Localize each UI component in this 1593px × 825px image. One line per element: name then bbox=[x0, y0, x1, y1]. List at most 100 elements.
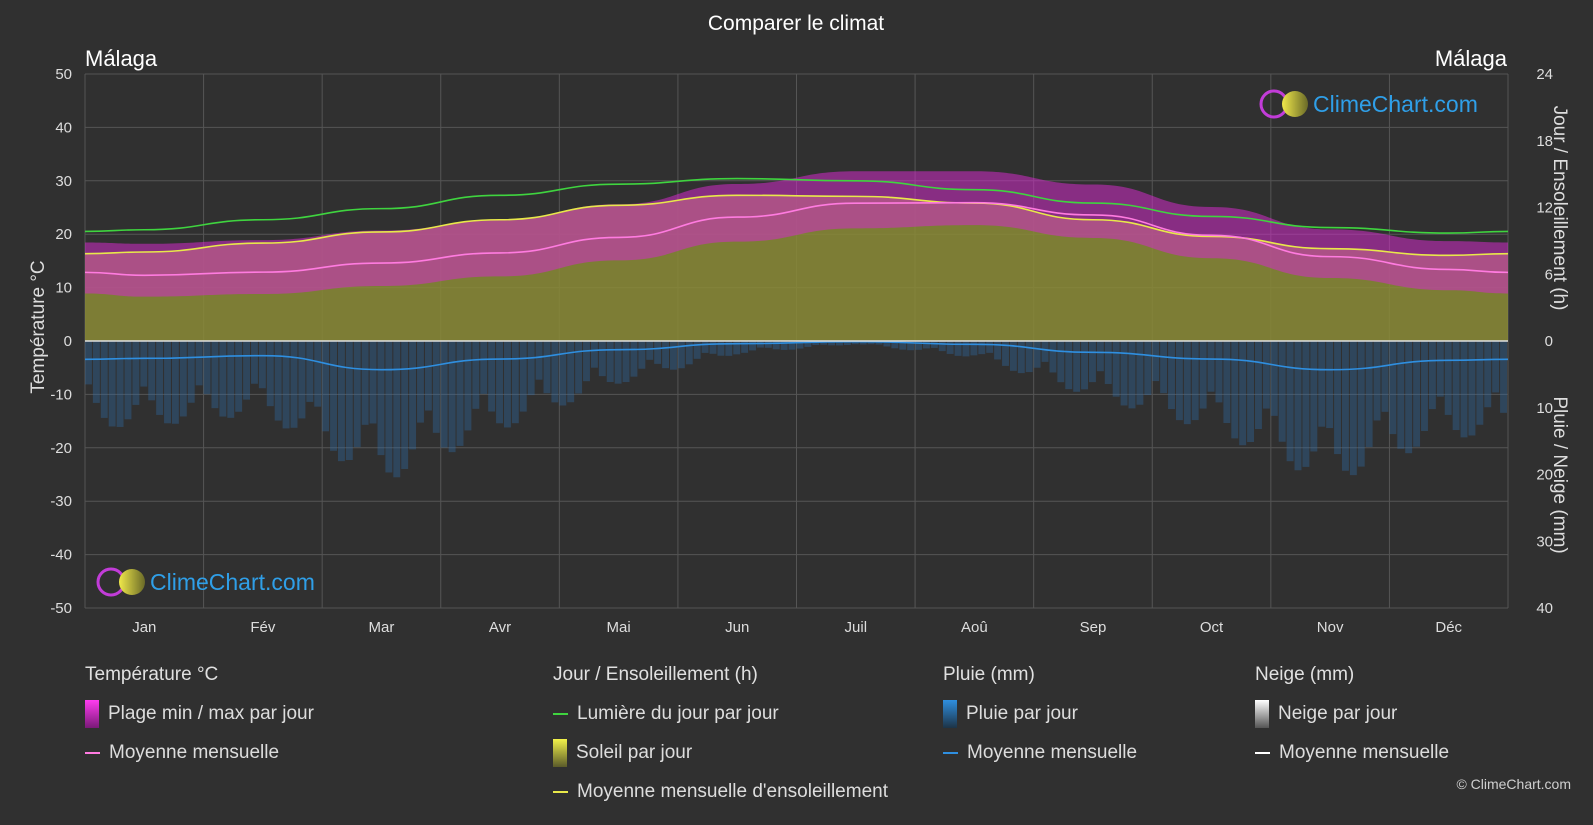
legend-temp-mean: Moyenne mensuelle bbox=[85, 742, 314, 763]
rain-bar bbox=[330, 341, 337, 451]
rain-bar bbox=[828, 341, 836, 346]
rain-bar bbox=[1460, 341, 1468, 438]
rain-mean-line bbox=[84, 340, 1509, 371]
rain-bar bbox=[464, 341, 472, 431]
rain-bar bbox=[195, 341, 203, 386]
rain-bar bbox=[851, 341, 859, 345]
left-tick-label: -10 bbox=[50, 386, 72, 403]
rain-bar bbox=[1215, 341, 1223, 403]
rain-bar bbox=[559, 341, 567, 406]
right-bottom-tick-label: 10 bbox=[1536, 400, 1553, 417]
rain-bar bbox=[662, 341, 670, 369]
rain-bar bbox=[978, 341, 986, 355]
rain-bar bbox=[1341, 341, 1349, 471]
rain-bar bbox=[92, 341, 100, 403]
rain-bar bbox=[1065, 341, 1073, 390]
rain-bar bbox=[1183, 341, 1191, 425]
rain-bar bbox=[1421, 341, 1428, 431]
rain-bar bbox=[1294, 341, 1302, 471]
rain-bar bbox=[1373, 341, 1381, 421]
rain-bar bbox=[511, 341, 519, 424]
rain-bar bbox=[986, 341, 994, 353]
rain-bar bbox=[488, 341, 496, 412]
month-tick-label: Jan bbox=[132, 619, 156, 636]
temp-mean-swatch bbox=[85, 752, 100, 754]
rain-bar bbox=[654, 341, 662, 364]
rain-bar bbox=[385, 341, 393, 473]
legend-sunshine-mean-label: Moyenne mensuelle d'ensoleillement bbox=[577, 781, 888, 802]
rain-bar bbox=[156, 341, 164, 415]
rain-bar bbox=[116, 341, 124, 427]
rain-bar bbox=[1136, 341, 1144, 405]
rain-bar bbox=[677, 341, 685, 369]
rain-bar bbox=[1484, 341, 1492, 408]
month-tick-label: Juil bbox=[845, 619, 868, 636]
rain-bar bbox=[970, 341, 978, 356]
rain-bar bbox=[235, 341, 243, 412]
rain-bar bbox=[353, 341, 361, 448]
rain-bar bbox=[820, 341, 828, 345]
rain-bar bbox=[1207, 341, 1215, 392]
month-tick-label: Aoû bbox=[961, 619, 988, 636]
rain-bar bbox=[227, 341, 235, 418]
rain-bar bbox=[1081, 341, 1089, 390]
rain-bar bbox=[622, 341, 630, 383]
rain-swatch bbox=[943, 700, 957, 728]
rain-bar bbox=[164, 341, 171, 424]
right-top-tick-label: 0 bbox=[1545, 333, 1553, 350]
rain-bar bbox=[258, 341, 266, 389]
rain-bar bbox=[567, 341, 575, 403]
left-tick-label: 50 bbox=[55, 66, 72, 83]
rain-bar bbox=[922, 341, 930, 349]
location-left: Málaga bbox=[85, 46, 158, 71]
legend-rain-daily: Pluie par jour bbox=[943, 700, 1137, 728]
rain-bar bbox=[606, 341, 614, 383]
rain-bar bbox=[1231, 341, 1239, 439]
rain-bar bbox=[440, 341, 448, 448]
rain-bar bbox=[535, 341, 543, 380]
legend-temp-range: Plage min / max par jour bbox=[85, 700, 314, 728]
rain-bar bbox=[954, 341, 962, 356]
rain-bar bbox=[298, 341, 306, 419]
legend-sunshine: Soleil par jour bbox=[553, 739, 888, 767]
rain-bar bbox=[337, 341, 345, 462]
rain-bar bbox=[1199, 341, 1207, 409]
rain-bar bbox=[211, 341, 219, 409]
brand-text-bottom: ClimeChart.com bbox=[150, 569, 315, 595]
legend-sunshine-label: Soleil par jour bbox=[576, 742, 693, 763]
rain-bar bbox=[417, 341, 424, 423]
left-tick-label: -40 bbox=[50, 547, 72, 564]
rain-bar bbox=[472, 341, 480, 409]
snow-mean-swatch bbox=[1255, 752, 1270, 754]
rain-bar bbox=[670, 341, 677, 370]
rain-bar bbox=[290, 341, 298, 428]
month-tick-label: Oct bbox=[1200, 619, 1224, 636]
month-tick-label: Nov bbox=[1317, 619, 1344, 636]
rain-bar bbox=[1175, 341, 1183, 421]
rain-bar bbox=[1017, 341, 1025, 374]
rain-bar bbox=[962, 341, 970, 357]
rain-bar bbox=[1302, 341, 1310, 467]
legend-snow-mean: Moyenne mensuelle bbox=[1255, 742, 1449, 763]
rain-bar bbox=[1349, 341, 1357, 476]
rain-bar bbox=[345, 341, 353, 460]
month-tick-label: Sep bbox=[1080, 619, 1107, 636]
rain-bar bbox=[1239, 341, 1247, 446]
temperature-range-band bbox=[85, 171, 1508, 297]
left-tick-label: -30 bbox=[50, 493, 72, 510]
rain-bar bbox=[1326, 341, 1334, 429]
rain-bar bbox=[867, 341, 875, 345]
rain-bar bbox=[179, 341, 187, 417]
month-tick-label: Mai bbox=[607, 619, 631, 636]
legend-sun-title: Jour / Ensoleillement (h) bbox=[553, 664, 758, 685]
right-bottom-tick-label: 40 bbox=[1536, 600, 1553, 617]
rain-bar bbox=[1128, 341, 1136, 409]
rain-bar bbox=[266, 341, 274, 407]
rain-bar bbox=[1002, 341, 1009, 366]
rain-bar bbox=[203, 341, 211, 395]
temperature-range-area bbox=[85, 171, 1508, 297]
rain-bar bbox=[1357, 341, 1365, 467]
right-top-tick-label: 6 bbox=[1545, 266, 1553, 283]
rain-bar bbox=[503, 341, 511, 428]
rain-bar bbox=[456, 341, 464, 446]
